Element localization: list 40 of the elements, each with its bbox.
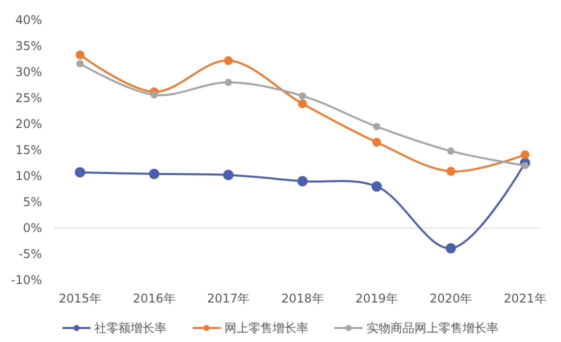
point xyxy=(520,150,530,160)
y-tick-label: 5% xyxy=(22,194,42,209)
point xyxy=(298,99,307,108)
y-tick-label: 40% xyxy=(15,12,42,27)
point xyxy=(373,123,380,130)
x-tick-label: 2017年 xyxy=(207,292,250,306)
x-tick-label: 2020年 xyxy=(430,292,472,306)
point xyxy=(76,50,84,60)
point xyxy=(224,56,233,65)
point xyxy=(371,181,382,192)
legend-label: 社零额增长率 xyxy=(94,321,166,335)
point xyxy=(148,168,160,180)
point xyxy=(223,170,234,180)
x-tick-label: 2016年 xyxy=(132,292,176,306)
point xyxy=(74,167,86,178)
y-tick-label: 15% xyxy=(15,142,42,157)
y-tick-label: 35% xyxy=(15,38,42,53)
y-tick-label: -10% xyxy=(10,272,42,287)
y-tick-label: 0% xyxy=(22,220,42,235)
point xyxy=(298,92,306,100)
y-tick-label: -5% xyxy=(18,246,42,261)
point xyxy=(297,176,308,186)
legend-label: 实物商品网上零售增长率 xyxy=(366,321,498,335)
legend-label: 网上零售增长率 xyxy=(224,321,308,335)
x-tick-label: 2019年 xyxy=(355,292,398,306)
x-tick-label: 2018年 xyxy=(281,292,324,306)
y-tick-label: 20% xyxy=(15,116,42,131)
point xyxy=(521,162,529,170)
point xyxy=(446,243,456,254)
point xyxy=(446,166,456,176)
point xyxy=(372,138,382,147)
y-tick-label: 10% xyxy=(15,168,42,183)
point xyxy=(150,91,158,98)
point xyxy=(76,60,84,68)
x-tick-label: 2015年 xyxy=(58,292,102,306)
y-tick-label: 30% xyxy=(15,64,42,79)
point xyxy=(447,147,454,155)
y-tick-label: 25% xyxy=(15,90,42,105)
x-tick-label: 2021年 xyxy=(504,292,546,306)
point xyxy=(224,78,232,86)
